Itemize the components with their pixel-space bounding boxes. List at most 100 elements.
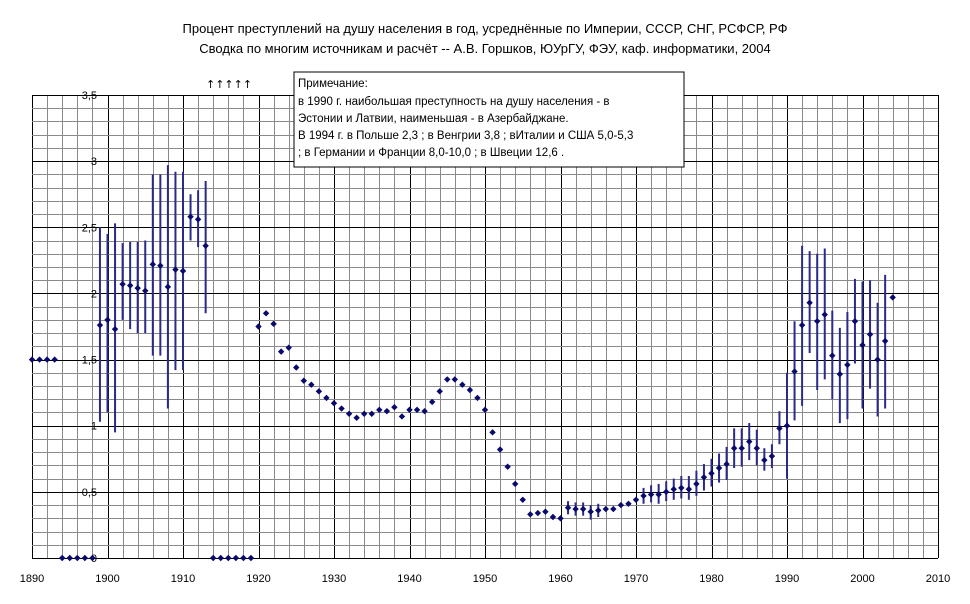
data-point xyxy=(829,352,836,359)
data-point xyxy=(617,501,625,509)
data-point xyxy=(602,505,609,513)
data-point xyxy=(172,266,179,273)
error-bars xyxy=(98,165,887,520)
data-point xyxy=(315,388,323,395)
y-tick-label: 1,5 xyxy=(82,355,97,367)
data-points xyxy=(28,213,896,562)
data-point xyxy=(595,507,602,514)
x-tick-label: 1940 xyxy=(397,573,421,585)
data-point xyxy=(549,513,557,521)
data-point xyxy=(866,331,874,338)
x-tick-label: 1950 xyxy=(473,573,497,585)
data-point xyxy=(157,262,164,269)
data-point xyxy=(527,511,534,518)
gridlines xyxy=(32,95,939,559)
data-point xyxy=(889,294,896,301)
data-point xyxy=(406,406,413,414)
data-point xyxy=(519,496,526,503)
data-point xyxy=(383,407,391,415)
data-point xyxy=(806,299,813,306)
y-tick-label: 3 xyxy=(91,156,97,168)
data-point xyxy=(126,282,134,289)
data-point xyxy=(542,508,549,515)
note-line-1: Примечание: xyxy=(298,78,368,90)
data-point xyxy=(300,377,307,384)
data-point xyxy=(43,356,51,363)
data-point xyxy=(625,500,632,507)
data-point xyxy=(179,267,187,275)
x-tick-label: 1930 xyxy=(322,573,346,585)
data-point xyxy=(444,376,451,383)
x-tick-label: 1990 xyxy=(775,573,799,585)
data-point xyxy=(277,348,285,355)
note-line-3: Эстонии и Латвии, наименьшая - в Азербай… xyxy=(298,113,569,125)
data-point xyxy=(459,381,466,388)
data-point xyxy=(338,405,345,412)
data-point xyxy=(821,311,828,318)
data-point xyxy=(187,213,194,220)
data-point xyxy=(859,341,866,349)
data-point xyxy=(512,480,519,488)
x-tick-label: 1980 xyxy=(699,573,723,585)
data-point xyxy=(844,361,851,369)
data-point xyxy=(247,554,255,562)
data-point xyxy=(655,491,662,498)
data-point xyxy=(451,376,458,383)
data-point xyxy=(330,400,338,407)
y-axis-ticks: 00,511,522,533,5 xyxy=(82,90,97,565)
data-point xyxy=(791,368,798,375)
data-point xyxy=(753,445,760,452)
data-point xyxy=(210,554,217,562)
data-point xyxy=(564,504,572,511)
data-point xyxy=(293,364,300,371)
data-point xyxy=(421,407,428,415)
data-point xyxy=(361,410,368,418)
data-point xyxy=(368,410,375,418)
y-tick-label: 0,5 xyxy=(82,487,97,499)
data-point xyxy=(270,320,277,328)
data-point xyxy=(632,496,640,503)
data-point xyxy=(66,554,73,562)
data-point xyxy=(232,554,240,562)
x-tick-label: 2010 xyxy=(926,573,950,585)
data-point xyxy=(240,554,247,562)
data-point xyxy=(700,474,708,481)
data-point xyxy=(693,480,700,488)
x-tick-label: 2000 xyxy=(850,573,874,585)
data-point xyxy=(285,344,292,351)
x-tick-label: 1910 xyxy=(171,573,195,585)
data-point xyxy=(428,398,436,406)
data-point xyxy=(761,456,768,464)
chart-title-line-1: Процент преступлений на душу населения в… xyxy=(183,21,788,36)
data-point xyxy=(730,445,738,452)
data-point xyxy=(587,508,594,515)
data-point xyxy=(134,284,141,292)
data-point xyxy=(194,216,202,223)
data-point xyxy=(685,486,693,493)
x-tick-label: 1920 xyxy=(246,573,270,585)
data-point xyxy=(255,323,262,330)
data-point xyxy=(225,554,232,562)
data-point xyxy=(776,425,783,432)
data-point xyxy=(768,452,776,460)
data-point xyxy=(391,403,398,411)
chart-title-line-2: Сводка по многим источникам и расчёт -- … xyxy=(199,41,770,56)
data-point xyxy=(353,414,360,421)
data-point xyxy=(663,488,670,496)
data-point xyxy=(798,321,806,329)
data-point xyxy=(217,554,224,562)
note-line-5: ; в Германии и Франции 8,0-10,0 ; в Швец… xyxy=(298,147,564,159)
chart-title: Процент преступлений на душу населения в… xyxy=(183,21,788,56)
data-point xyxy=(308,381,315,388)
data-point xyxy=(436,388,443,395)
data-point xyxy=(51,356,58,363)
data-point xyxy=(202,242,209,250)
data-point xyxy=(323,394,330,402)
data-point xyxy=(708,470,715,477)
x-tick-label: 1890 xyxy=(20,573,44,585)
data-point xyxy=(836,370,844,378)
x-tick-label: 1960 xyxy=(548,573,572,585)
data-point xyxy=(74,554,81,562)
data-point xyxy=(489,429,496,436)
data-point xyxy=(783,422,791,429)
